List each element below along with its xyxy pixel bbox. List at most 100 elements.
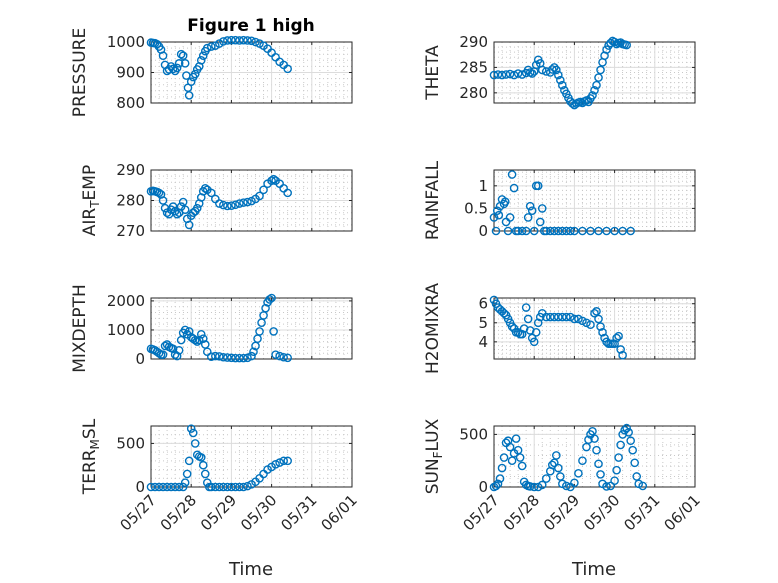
data-point — [521, 303, 531, 312]
data-point — [493, 479, 503, 489]
data-point — [206, 42, 216, 51]
data-point — [279, 456, 288, 466]
y-tick-label: 0 — [478, 478, 488, 496]
data-point — [552, 451, 561, 460]
data-point — [525, 201, 535, 211]
data-point — [558, 226, 567, 236]
data-point — [267, 293, 276, 303]
data-point — [279, 352, 288, 362]
y-tick-label: 6 — [478, 295, 488, 313]
data-point — [517, 226, 527, 236]
data-point — [243, 481, 252, 491]
y-axis-label-terr-msl: TERRMSL — [80, 418, 102, 495]
y-tick-label: 2000 — [107, 292, 145, 310]
data-point — [190, 439, 200, 448]
x-axis-label-right: Time — [571, 559, 616, 580]
data-point — [194, 335, 204, 345]
y-axis-label-air-temp: AIRTEMP — [80, 165, 102, 236]
data-point — [243, 197, 252, 207]
data-point — [269, 174, 278, 184]
data-point — [223, 36, 232, 45]
data-point — [517, 461, 527, 471]
data-point — [517, 329, 527, 339]
data-point — [574, 469, 583, 478]
data-point — [505, 442, 515, 452]
data-point — [515, 453, 525, 462]
data-point — [550, 226, 559, 236]
data-point — [235, 482, 244, 492]
data-point — [527, 206, 537, 215]
data-point — [612, 333, 621, 343]
data-point — [170, 482, 180, 492]
data-point — [154, 188, 164, 198]
data-point — [554, 312, 563, 322]
data-point — [239, 198, 248, 207]
y-tick-label: 280 — [116, 192, 145, 210]
y-tick-label: 0 — [478, 222, 488, 240]
data-point — [196, 453, 206, 462]
y-axis-label-mixdepth: MIXDEPTH — [70, 284, 90, 373]
y-tick-label: 270 — [116, 222, 145, 240]
data-point — [545, 312, 555, 322]
data-point — [182, 469, 192, 479]
data-point — [556, 75, 565, 85]
subplot-rainfall: 0 0.5 1 RAINFALL — [423, 160, 696, 240]
y-axis-label-h2omixra: H2OMIXRA — [423, 283, 443, 374]
data-point — [602, 45, 611, 54]
subplot-sun-flux: 0 500 SUNFLUX 05/2705/2805/2905/3005/3106/0… — [423, 418, 704, 534]
x-tick-label: 05/29 — [197, 491, 240, 534]
data-point — [527, 69, 537, 78]
data-point — [529, 337, 539, 347]
x-tick-label: 06/01 — [318, 491, 361, 534]
data-point — [158, 350, 168, 359]
data-point — [545, 226, 555, 236]
data-point — [582, 318, 591, 328]
data-point — [178, 51, 188, 61]
data-point — [537, 65, 547, 75]
data-point — [578, 226, 587, 236]
y-tick-label: 1000 — [107, 33, 145, 51]
series-markers — [489, 423, 648, 492]
y-tick-label: 800 — [116, 94, 145, 112]
data-point — [150, 482, 160, 492]
data-point — [517, 70, 527, 79]
data-point — [537, 480, 547, 490]
y-tick-label: 285 — [459, 58, 488, 76]
data-point — [154, 482, 164, 492]
data-point — [192, 203, 202, 213]
data-point — [570, 478, 579, 488]
data-point — [261, 303, 270, 313]
y-tick-label: 500 — [459, 425, 488, 443]
y-tick-label: 0 — [135, 478, 145, 496]
y-tick-label: 290 — [116, 161, 145, 179]
data-point — [562, 226, 571, 236]
data-point — [491, 481, 501, 491]
data-point — [537, 204, 547, 213]
data-point — [176, 49, 186, 59]
data-point — [588, 91, 597, 100]
subplot-mixdepth: 0 1000 2000 MIXDEPTH — [70, 284, 353, 373]
data-point — [610, 476, 619, 485]
data-point — [562, 89, 571, 99]
series-markers — [489, 36, 631, 110]
data-point — [531, 60, 541, 70]
data-point — [578, 456, 587, 466]
data-point — [271, 350, 280, 359]
data-point — [146, 482, 156, 492]
data-point — [584, 435, 593, 444]
data-point — [523, 314, 533, 324]
data-point — [247, 351, 256, 361]
data-point — [251, 37, 260, 47]
data-point — [622, 423, 631, 433]
data-point — [622, 40, 631, 50]
data-point — [570, 226, 579, 236]
data-point — [489, 70, 499, 80]
data-point — [259, 185, 268, 195]
data-point — [495, 474, 505, 483]
data-point — [566, 226, 575, 236]
data-point — [215, 482, 224, 492]
data-point — [239, 353, 248, 363]
data-point — [586, 320, 595, 329]
data-point — [152, 39, 162, 49]
